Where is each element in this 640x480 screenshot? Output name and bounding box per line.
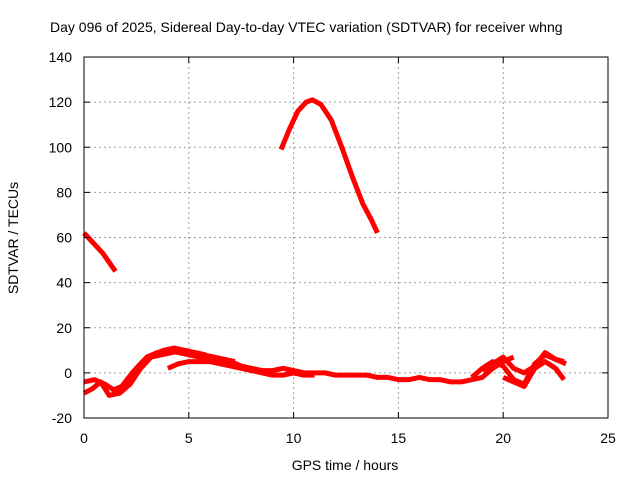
grid xyxy=(84,57,608,418)
y-tick-label: 40 xyxy=(56,275,72,291)
y-tick-label: 120 xyxy=(49,94,73,110)
x-tick-label: 10 xyxy=(286,430,302,446)
y-tick-label: -20 xyxy=(52,410,72,426)
y-tick-label: 0 xyxy=(64,365,72,381)
y-ticks: -20 0 20 40 60 80 100 120 140 xyxy=(49,49,608,426)
y-tick-label: 140 xyxy=(49,49,73,65)
y-tick-label: 80 xyxy=(56,184,72,200)
series-arc-early-high xyxy=(82,231,118,273)
series-group xyxy=(82,97,568,398)
x-tick-label: 25 xyxy=(600,430,616,446)
chart-title: Day 096 of 2025, Sidereal Day-to-day VTE… xyxy=(50,19,563,35)
series-arc-late-2 xyxy=(480,350,565,376)
series-arc-peak xyxy=(278,97,380,235)
y-tick-label: 20 xyxy=(56,320,72,336)
x-axis-label: GPS time / hours xyxy=(292,457,399,473)
series-arc-low-3 xyxy=(110,345,207,394)
x-ticks: 0 5 10 15 20 25 xyxy=(80,57,616,446)
x-tick-label: 5 xyxy=(185,430,193,446)
x-tick-label: 0 xyxy=(80,430,88,446)
y-axis-label: SDTVAR / TECUs xyxy=(5,182,21,294)
y-tick-label: 60 xyxy=(56,230,72,246)
y-tick-label: 100 xyxy=(49,139,73,155)
x-tick-label: 15 xyxy=(391,430,407,446)
series-arc-low-4 xyxy=(166,359,315,378)
series-arc-late-3 xyxy=(502,359,566,389)
x-tick-label: 20 xyxy=(495,430,511,446)
